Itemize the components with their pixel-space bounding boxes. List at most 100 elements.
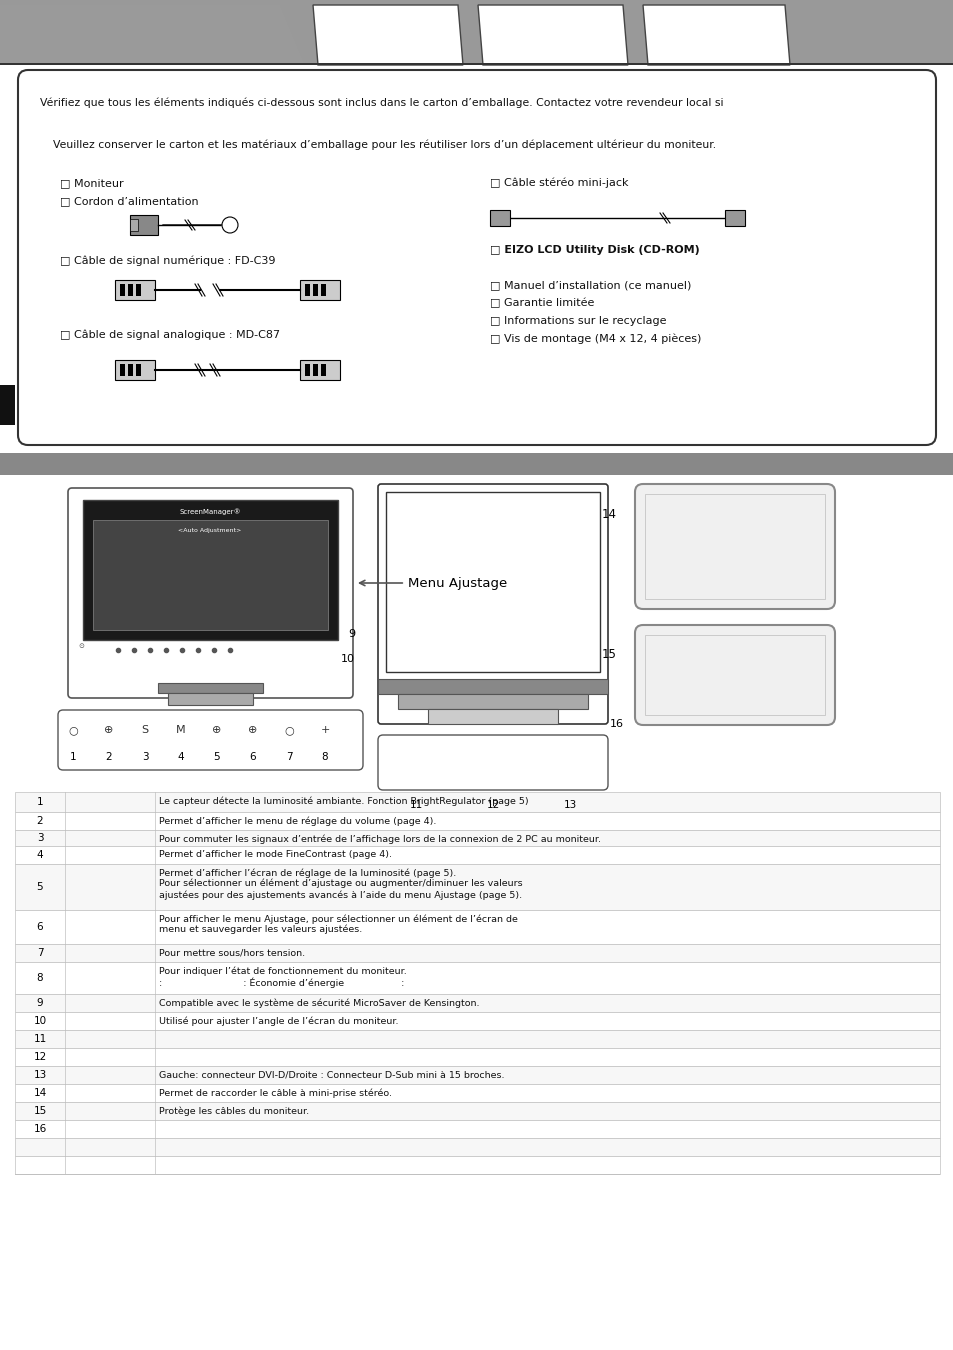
Text: Pour sélectionner un élément d’ajustage ou augmenter/diminuer les valeurs: Pour sélectionner un élément d’ajustage … [159,879,522,888]
Text: 13: 13 [563,801,576,810]
Text: 5: 5 [213,752,220,761]
Polygon shape [0,5,305,65]
Bar [313,284,317,296]
Bar [15,1156,939,1174]
Bar [15,792,939,811]
Text: ⊕: ⊕ [213,725,221,734]
FancyBboxPatch shape [377,734,607,790]
Text: 4: 4 [36,850,43,860]
Bar [397,694,587,709]
Text: ○: ○ [284,725,294,734]
Bar [15,1030,939,1048]
Bar [320,364,326,377]
Text: Gauche: connecteur DVI-D/Droite : Connecteur D-Sub mini à 15 broches.: Gauche: connecteur DVI-D/Droite : Connec… [159,1071,504,1079]
Text: 13: 13 [33,1071,47,1080]
Text: 7: 7 [36,948,43,958]
Bar [158,683,263,693]
Text: 12: 12 [486,801,499,810]
Bar [92,520,328,630]
Text: ⊕: ⊕ [104,725,113,734]
Text: menu et sauvegarder les valeurs ajustées.: menu et sauvegarder les valeurs ajustées… [159,925,362,934]
Text: 6: 6 [36,922,43,931]
Bar [0,454,953,475]
Bar [15,1120,939,1138]
Polygon shape [477,5,627,65]
Polygon shape [642,5,789,65]
Text: 9: 9 [36,998,43,1008]
Bar [0,0,953,65]
Bar [490,211,510,225]
Text: Menu Ajustage: Menu Ajustage [359,576,507,590]
Text: 3: 3 [36,833,43,842]
Text: ○: ○ [68,725,78,734]
Bar [128,364,132,377]
Bar [299,279,339,300]
Bar [115,360,154,379]
Bar [15,944,939,963]
Text: □ Manuel d’installation (ce manuel): □ Manuel d’installation (ce manuel) [490,279,691,290]
Bar [130,219,138,231]
Text: Permet d’afficher le menu de réglage du volume (page 4).: Permet d’afficher le menu de réglage du … [159,815,436,825]
FancyBboxPatch shape [635,485,834,609]
Bar [313,364,317,377]
Bar [15,1048,939,1067]
Text: 8: 8 [36,973,43,983]
Bar [120,364,125,377]
Text: 3: 3 [142,752,148,761]
Text: :                           : Économie d’énergie                   :: : : Économie d’énergie : [159,977,404,987]
Text: □ Moniteur: □ Moniteur [60,178,124,188]
Bar [15,830,939,846]
Text: Le capteur détecte la luminosité ambiante. Fonction BrightRegulator (page 5): Le capteur détecte la luminosité ambiant… [159,796,528,806]
Text: 15: 15 [33,1106,47,1116]
Bar [386,491,599,672]
Text: 16: 16 [609,720,623,729]
Text: □ Cordon d’alimentation: □ Cordon d’alimentation [60,196,198,207]
Text: 1: 1 [70,752,76,761]
Text: 16: 16 [33,1125,47,1134]
Bar [0,63,953,65]
Bar [168,693,253,705]
Text: □ Vis de montage (M4 x 12, 4 pièces): □ Vis de montage (M4 x 12, 4 pièces) [490,333,700,344]
Text: Pour commuter les signaux d’entrée de l’affichage lors de la connexion de 2 PC a: Pour commuter les signaux d’entrée de l’… [159,834,600,844]
FancyBboxPatch shape [68,487,353,698]
FancyBboxPatch shape [18,70,935,446]
Text: Pour mettre sous/hors tension.: Pour mettre sous/hors tension. [159,948,305,957]
Bar [120,284,125,296]
Bar [136,284,141,296]
Text: Permet d’afficher le mode FineContrast (page 4).: Permet d’afficher le mode FineContrast (… [159,850,392,859]
Text: 9: 9 [348,629,355,639]
Text: 4: 4 [177,752,184,761]
FancyBboxPatch shape [58,710,363,769]
Bar [15,1102,939,1120]
Text: 2: 2 [36,815,43,826]
Text: ScreenManager®: ScreenManager® [179,508,240,514]
Text: Utilisé pour ajuster l’angle de l’écran du moniteur.: Utilisé pour ajuster l’angle de l’écran … [159,1017,398,1026]
Bar [15,1012,939,1030]
Text: 8: 8 [321,752,328,761]
Text: Vérifiez que tous les éléments indiqués ci-dessous sont inclus dans le carton d’: Vérifiez que tous les éléments indiqués … [40,99,722,108]
Bar [15,864,939,910]
Text: □ Câble stéréo mini-jack: □ Câble stéréo mini-jack [490,178,628,189]
Text: Veuillez conserver le carton et les matériaux d’emballage pour les réutiliser lo: Veuillez conserver le carton et les maté… [53,140,716,150]
Bar [320,284,326,296]
Text: Permet de raccorder le câble à mini-prise stéréo.: Permet de raccorder le câble à mini-pris… [159,1088,392,1098]
Bar [130,215,158,235]
Text: S: S [141,725,149,734]
Text: Protège les câbles du moniteur.: Protège les câbles du moniteur. [159,1106,309,1115]
Bar [305,364,310,377]
Bar [644,634,824,716]
Bar [15,963,939,994]
Bar [115,279,154,300]
Text: <Auto Adjustment>: <Auto Adjustment> [178,528,241,533]
Text: ajustées pour des ajustements avancés à l’aide du menu Ajustage (page 5).: ajustées pour des ajustements avancés à … [159,890,521,899]
Text: □ Informations sur le recyclage: □ Informations sur le recyclage [490,316,666,325]
Bar [15,811,939,830]
Bar [15,1066,939,1084]
Bar [377,679,607,694]
Bar [128,284,132,296]
Bar [136,364,141,377]
Text: 7: 7 [285,752,292,761]
Bar [15,910,939,944]
Bar [428,709,558,724]
Bar [644,494,824,599]
